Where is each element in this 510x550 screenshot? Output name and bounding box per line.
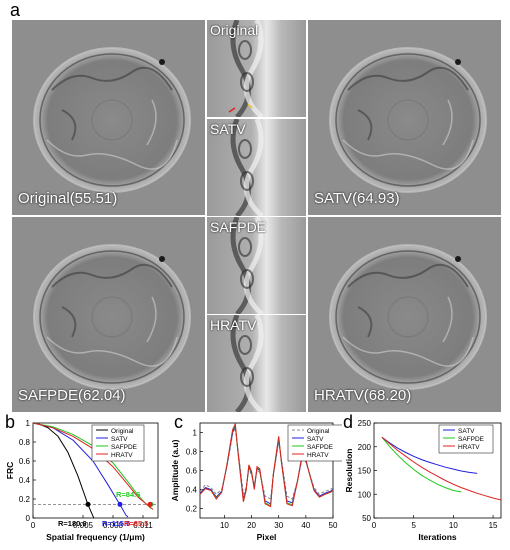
x-tick-label: 40: [301, 521, 310, 530]
panel-label-c: c: [174, 412, 183, 432]
y-axis-label: Resolution: [344, 449, 354, 493]
legend-label: SATV: [458, 428, 475, 435]
y-tick-label: 0.4: [186, 486, 198, 495]
annotation-dot: [147, 501, 153, 507]
y-tick-label: 0.6: [19, 457, 31, 466]
x-tick-label: 30: [274, 521, 283, 530]
legend-label: SAFPDE: [307, 444, 334, 451]
legend-label: SATV: [307, 436, 324, 443]
y-tick-label: 200: [358, 443, 372, 452]
image-hratv: HRATV(68.20): [308, 217, 501, 412]
red-arrow-icon: [228, 107, 236, 113]
crop-image-original: [207, 20, 306, 117]
crop-label-safpde: SAFPDE: [210, 219, 267, 235]
chart-amplitude: 0.2 0.4 0.6 0.8 1 10 20 30 40 50 Pixel Amplitude (a…: [170, 422, 342, 542]
series-line-hratv: [33, 423, 154, 510]
y-tick-label: 150: [358, 467, 372, 476]
y-tick-label: 100: [358, 490, 372, 499]
series-group: [200, 423, 333, 508]
crop-label-original: Original: [210, 22, 259, 38]
x-tick-label: 0: [372, 521, 377, 530]
x-tick-label: 0: [31, 521, 36, 530]
yellow-arrow-icon: [247, 103, 253, 109]
crop-label-satv: SATV: [210, 121, 246, 137]
series-group: [33, 423, 154, 518]
series-line-satv: [381, 436, 478, 474]
annotation-label: R=115.5: [102, 519, 130, 528]
y-tick-label: 1: [193, 429, 198, 438]
annotation-label: R=84.6: [116, 490, 140, 499]
x-tick-label: 15: [489, 521, 498, 530]
legend-box: [91, 424, 145, 462]
x-tick-label: 10: [220, 521, 229, 530]
x-tick-label: 0.008: [103, 521, 124, 530]
cell-image-hratv: [308, 217, 501, 412]
series-line-safpde: [33, 423, 152, 509]
x-tick-label: 0.011: [133, 521, 153, 530]
x-tick-label: 50: [329, 521, 338, 530]
x-tick-label: 20: [247, 521, 256, 530]
crop-label-hratv: HRATV: [210, 317, 257, 333]
legend-label: HRATV: [307, 452, 329, 459]
crop-satv: SATV: [207, 119, 306, 216]
legend-label: Original: [307, 428, 330, 435]
panel-label-a: a: [10, 0, 21, 20]
annotation-dot: [85, 501, 91, 507]
y-tick-label: 0.8: [186, 448, 198, 457]
crop-safpde: SAFPDE: [207, 217, 306, 314]
legend-label: SAFPDE: [111, 444, 138, 451]
x-tick-label: 10: [449, 521, 458, 530]
series-line-safpde: [381, 436, 462, 493]
series-line-hratv: [200, 423, 333, 508]
series-line-original: [33, 423, 95, 518]
annotation-dot: [117, 501, 123, 507]
x-axis-label: Spatial frequency (1/μm): [46, 532, 145, 542]
image-satv: SATV(64.93): [308, 20, 501, 215]
y-tick-label: 0.6: [186, 467, 198, 476]
chart-frc: 0 0.2 0.4 0.6 0.8 1 0 0.005 0.008 0.011 Spatial fr…: [5, 419, 159, 542]
cell-image-original: [12, 20, 205, 215]
x-tick-label: 0.005: [73, 521, 94, 530]
y-tick-label: 0.4: [19, 476, 31, 485]
legend-label: Original: [111, 428, 134, 435]
y-tick-label: 250: [358, 419, 372, 428]
cell-image-safpde: [12, 217, 205, 412]
chart-resolution: 50 100 150 200 250 0 5 10 15 Iterations Resolution…: [344, 419, 502, 542]
crop-hratv: HRATV: [207, 315, 306, 412]
x-axis-label: Pixel: [257, 532, 277, 542]
annotation-label: R=85.5: [124, 519, 148, 528]
cell-image-satv: [308, 20, 501, 215]
panel-label-d: d: [343, 412, 354, 432]
axes-frame: [32, 422, 159, 519]
legend-box: [287, 424, 342, 462]
legend-label: HRATV: [111, 452, 133, 459]
annotation-label: R=180.6: [58, 519, 87, 528]
tile-label-hratv: HRATV(68.20): [314, 387, 412, 404]
y-tick-label: 0: [26, 514, 31, 523]
panel-label-b: b: [5, 412, 16, 432]
tile-label-safpde: SAFPDE(62.04): [18, 387, 126, 404]
tile-label-original: Original(55.51): [18, 190, 118, 207]
series-group: [381, 436, 501, 501]
legend-label: HRATV: [458, 444, 480, 451]
y-axis-label: FRC: [5, 462, 15, 479]
image-safpde: SAFPDE(62.04): [12, 217, 205, 412]
y-tick-label: 1: [26, 419, 31, 428]
legend-label: SATV: [111, 436, 128, 443]
y-tick-label: 0.8: [19, 438, 31, 447]
y-tick-label: 50: [362, 514, 371, 523]
y-tick-label: 0.2: [186, 505, 198, 514]
series-line-satv: [33, 423, 129, 518]
crop-original: Original: [207, 20, 306, 117]
x-tick-label: 5: [411, 521, 416, 530]
tile-label-satv: SATV(64.93): [314, 190, 400, 207]
series-line-hratv: [381, 436, 501, 501]
legend-label: SAFPDE: [458, 436, 485, 443]
y-tick-label: 0.2: [19, 495, 31, 504]
image-original: Original(55.51): [12, 20, 205, 215]
y-axis-label: Amplitude (a.u): [170, 439, 180, 501]
x-axis-label: Iterations: [418, 532, 457, 542]
